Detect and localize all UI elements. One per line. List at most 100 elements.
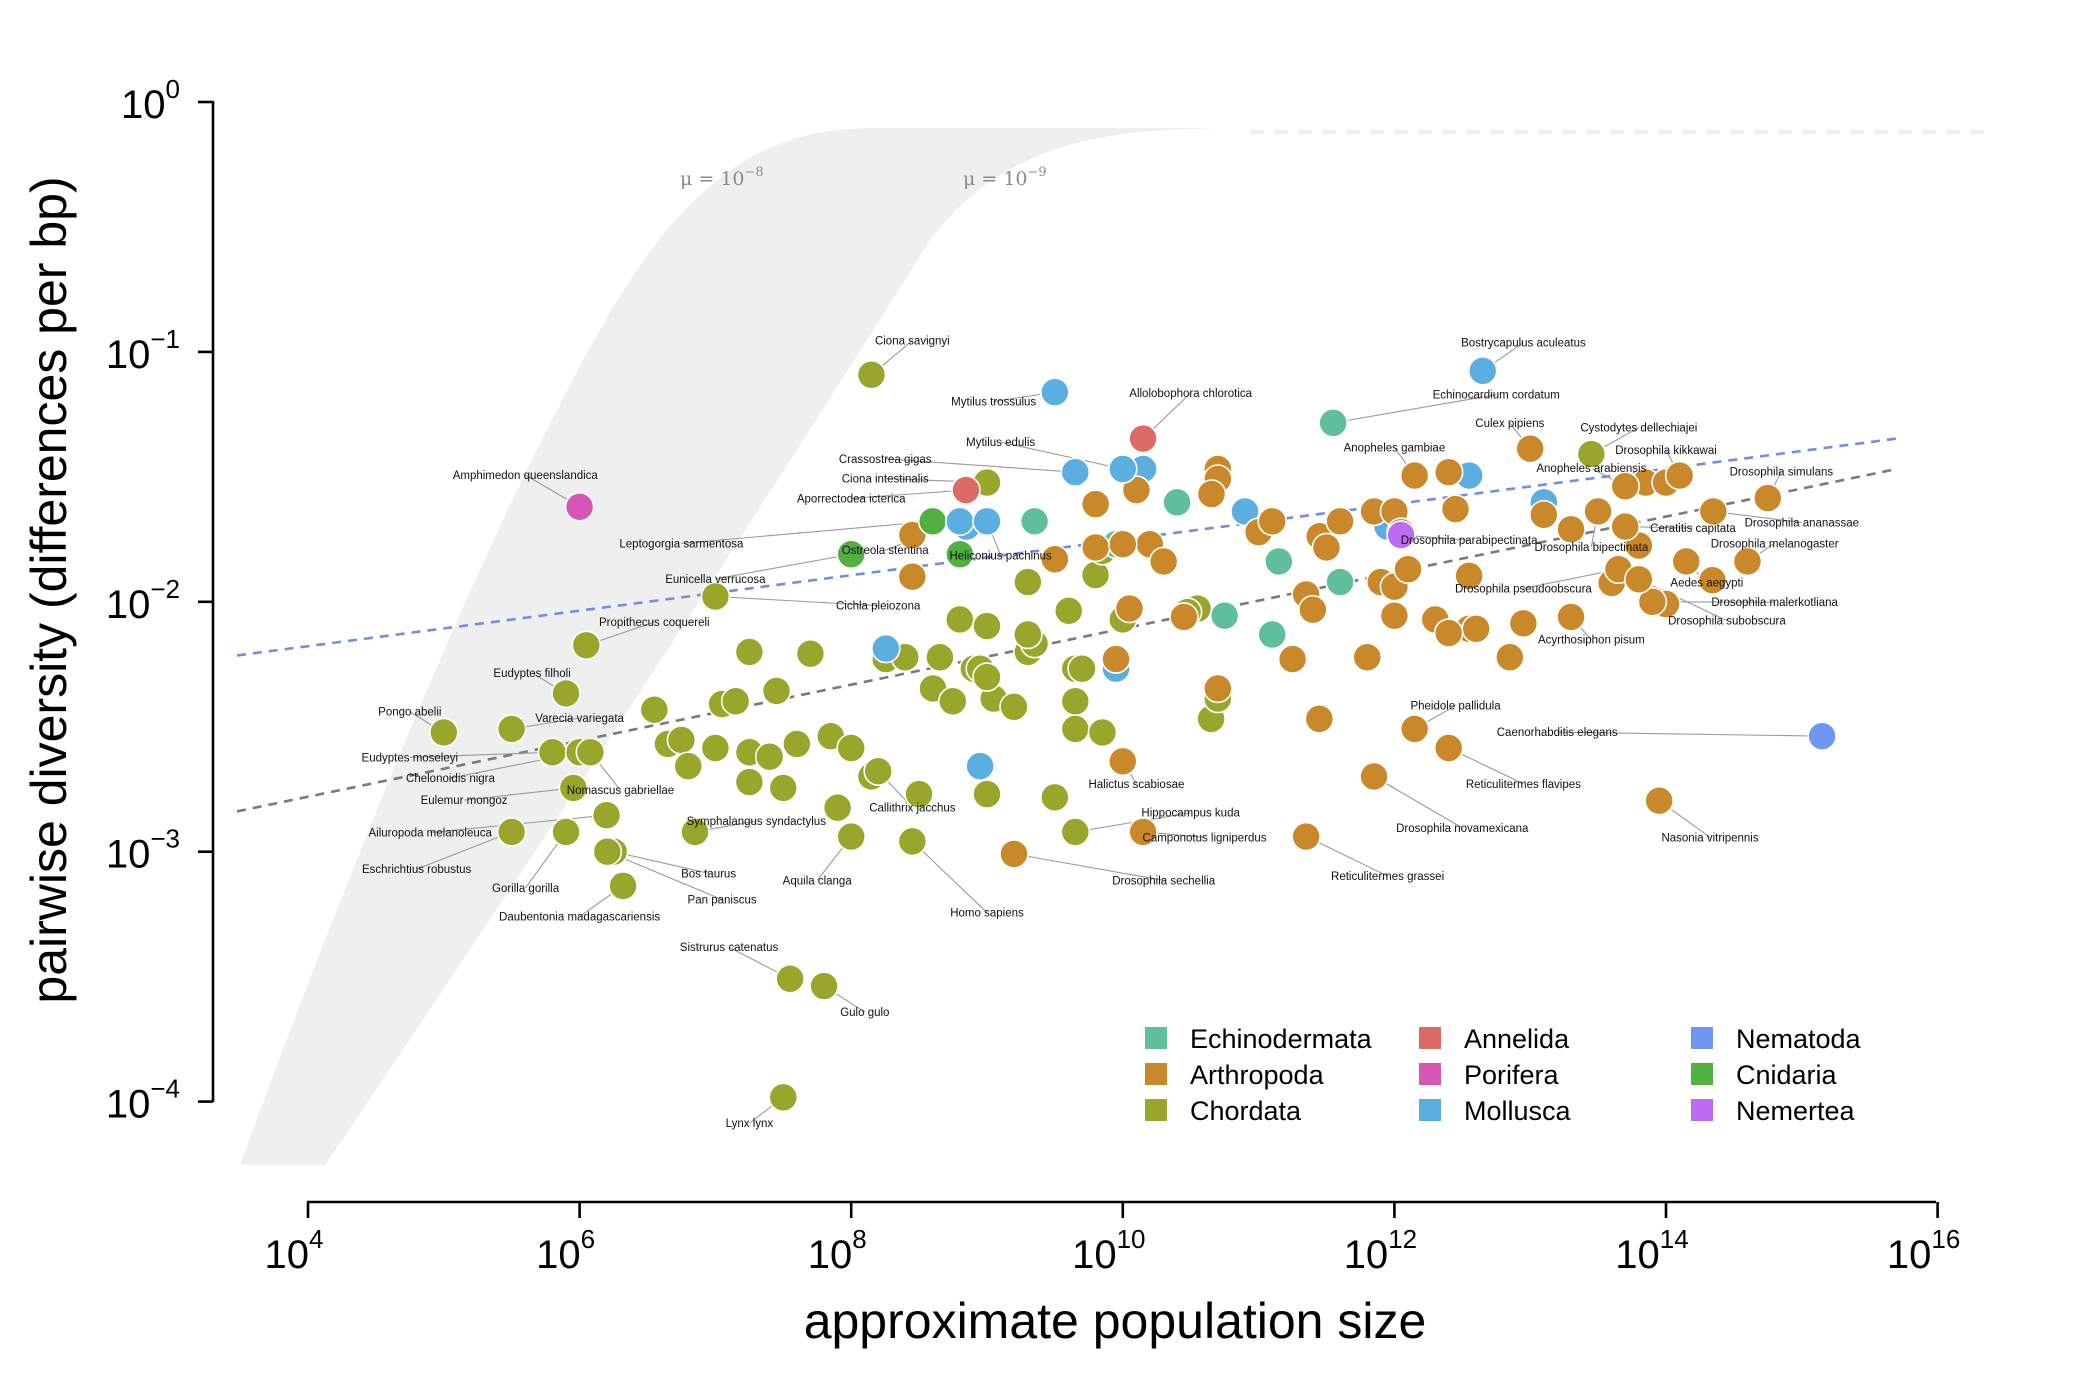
point-chordata <box>925 642 955 673</box>
point-chordata <box>999 692 1029 722</box>
point-eulemur-mongoz <box>558 773 589 803</box>
point-lynx-lynx <box>768 1082 799 1113</box>
point-chordata <box>734 767 765 797</box>
legend-swatch-nemertea <box>1691 1099 1713 1121</box>
point-arthropoda <box>1529 499 1559 530</box>
point-cichla-pleiozona <box>700 581 731 612</box>
point-drosophila-bipectinata <box>1583 496 1613 527</box>
point-pan-paniscus <box>592 836 623 867</box>
label-aporrectodea-icterica: Aporrectodea icterica <box>797 493 906 505</box>
leader-pan-paniscus <box>607 851 723 901</box>
point-chordata <box>768 773 799 803</box>
point-callithrix-jacchus <box>863 756 893 786</box>
label-echinocardium-cordatum: Echinocardium cordatum <box>1433 390 1560 402</box>
point-arthropoda <box>1196 479 1227 509</box>
label-drosophila-pseudoobscura: Drosophila pseudoobscura <box>1455 583 1592 595</box>
leader-aporrectodea-icterica <box>851 489 967 499</box>
point-eudyptes-moseleyi <box>537 737 568 768</box>
leader-leptogorgia-sarmentosa <box>681 520 933 544</box>
point-symphalangus-syndactylus <box>680 817 710 847</box>
point-chordata <box>1040 782 1070 813</box>
label-drosophila-subobscura: Drosophila subobscura <box>1668 616 1786 628</box>
leader-bos-taurus <box>613 851 709 874</box>
leader-drosophila-ananassae <box>1713 510 1802 524</box>
point-chordata <box>822 792 853 823</box>
point-arthropoda <box>1393 554 1423 585</box>
point-ostreola-stentina <box>945 506 975 537</box>
legend-swatch-cnidaria <box>1691 1063 1713 1085</box>
point-arthropoda <box>1508 608 1539 639</box>
leader-crassostrea-gigas <box>885 458 1076 473</box>
species-labels: Amphimedon queenslandica Ciona savignyi My… <box>362 336 1859 1131</box>
point-aedes-aegypti <box>1671 546 1702 577</box>
point-nomascus-gabriellae <box>575 737 606 768</box>
point-arthropoda <box>1495 642 1525 673</box>
point-arthropoda <box>1080 532 1111 563</box>
label-eudyptes-filholi: Eudyptes filholi <box>493 668 570 680</box>
point-arthropoda <box>1697 565 1728 596</box>
point-drosophila-novamexicana <box>1359 761 1389 792</box>
label-sistrurus-catenatus: Sistrurus catenatus <box>680 942 779 954</box>
point-chordata <box>1060 686 1091 717</box>
point-arthropoda <box>1148 546 1179 577</box>
leader-drosophila-novamexicana <box>1373 775 1463 829</box>
point-ciona-savignyi <box>856 359 887 390</box>
point-sistrurus-catenatus <box>775 964 805 994</box>
point-eunicella-verrucosa <box>836 539 867 570</box>
legend-label-echinodermata: Echinodermata <box>1190 1024 1373 1054</box>
point-echinodermata <box>1264 546 1294 577</box>
point-arthropoda <box>1114 593 1145 624</box>
neutral-band: μ = 10−8 μ = 10−9 <box>240 128 1985 1165</box>
point-echinodermata <box>1162 487 1192 518</box>
point-drosophila-kikkawai <box>1664 460 1695 491</box>
point-chordata <box>904 779 934 809</box>
legend-label-cnidaria: Cnidaria <box>1736 1060 1838 1090</box>
x-tick-label: 104 <box>265 1224 324 1277</box>
point-halictus-scabiosae <box>1108 746 1138 777</box>
point-chordata <box>700 733 731 763</box>
point-chordata <box>1087 717 1118 748</box>
point-drosophila-melanogaster <box>1732 546 1763 577</box>
neutral-band-area <box>240 128 1250 1165</box>
point-arthropoda <box>1108 529 1138 560</box>
point-heliconius-pachinus <box>972 506 1002 537</box>
label-eulemur-mongoz: Eulemur mongoz <box>421 795 508 807</box>
leader-eudyptes-moseleyi <box>409 751 553 758</box>
leader-caenorhabditis-elegans <box>1557 731 1823 737</box>
label-ailuropoda-melanoleuca: Ailuropoda melanoleuca <box>369 828 493 840</box>
point-echinodermata <box>1257 619 1288 650</box>
point-arthropoda <box>897 520 928 550</box>
label-gorilla-gorilla: Gorilla gorilla <box>492 883 560 895</box>
point-echinodermata <box>1209 600 1240 631</box>
point-gulo-gulo <box>809 971 839 1001</box>
label-eschrichtius-robustus: Eschrichtius robustus <box>362 864 472 876</box>
point-arthropoda <box>1311 532 1342 563</box>
y-tick-label: 100 <box>121 74 180 127</box>
label-hippocampus-kuda: Hippocampus kuda <box>1141 808 1240 820</box>
label-ciona-intestinalis: Ciona intestinalis <box>842 474 929 486</box>
legend-label-mollusca: Mollusca <box>1464 1096 1572 1126</box>
legend-swatch-chordata <box>1145 1099 1167 1121</box>
label-anopheles-arabiensis: Anopheles arabiensis <box>1536 463 1646 475</box>
label-camponotus-ligniperdus: Camponotus ligniperdus <box>1143 832 1267 844</box>
label-pongo-abelii: Pongo abelii <box>378 707 441 719</box>
point-drosophila-sechellia <box>999 839 1029 869</box>
leader-drosophila-sechellia <box>1013 853 1164 881</box>
legend-swatch-mollusca <box>1419 1099 1441 1121</box>
x-tick-label: 1014 <box>1615 1224 1688 1277</box>
axes: 100 10−1 10−2 10−3 10−4 104 106 108 1010 1012 1014… <box>106 74 1960 1277</box>
x-tick-label: 1010 <box>1072 1224 1145 1277</box>
label-nomascus-gabriellae: Nomascus gabriellae <box>567 785 674 797</box>
label-nasonia-vitripennis: Nasonia vitripennis <box>1661 832 1758 844</box>
label-crassostrea-gigas: Crassostrea gigas <box>839 454 932 466</box>
point-arthropoda <box>1040 544 1070 575</box>
point-arthropoda <box>1277 644 1308 674</box>
point-arthropoda <box>1352 642 1383 673</box>
point-arthropoda <box>1556 514 1586 545</box>
point-ailuropoda-melanoleuca <box>591 800 622 830</box>
label-daubentonia-madagascariensis: Daubentonia madagascariensis <box>499 912 660 924</box>
label-heliconius-pachinus: Heliconius pachinus <box>949 550 1052 562</box>
point-chordata <box>1013 567 1043 597</box>
point-chordata <box>972 779 1002 809</box>
point-ceratitis-capitata <box>1610 511 1641 542</box>
